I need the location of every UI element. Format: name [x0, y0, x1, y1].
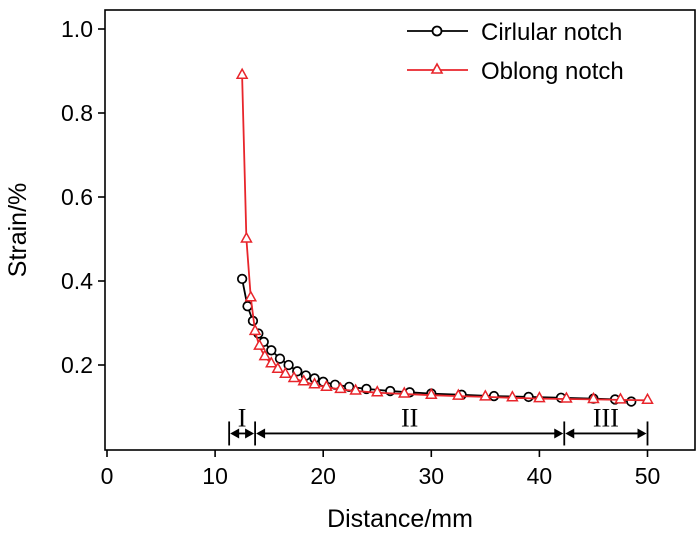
- region-annotations: I II III: [228, 403, 649, 446]
- data-point: [279, 366, 292, 378]
- y-axis-ticks: 0.2 0.4 0.6 0.8 1.0: [61, 16, 105, 378]
- data-point: [274, 353, 286, 364]
- data-point: [308, 377, 321, 389]
- data-point: [265, 356, 278, 368]
- data-point: [235, 67, 249, 79]
- data-point: [488, 390, 500, 402]
- data-point: [236, 273, 248, 285]
- legend-marker-circle-icon: [431, 25, 443, 37]
- x-tick-label: 0: [101, 463, 114, 489]
- data-point: [479, 389, 492, 401]
- data-point: [334, 381, 347, 394]
- data-point: [349, 383, 362, 395]
- data-point: [242, 301, 253, 312]
- y-tick-label: 0.2: [61, 352, 93, 378]
- series-layer: [235, 67, 654, 407]
- x-axis-ticks: 0 10 20 30 40 50: [101, 450, 661, 489]
- data-point: [248, 323, 262, 336]
- y-tick-label: 0.6: [61, 184, 93, 210]
- series-circular-notch: [236, 273, 637, 407]
- legend-label-circular: Cirlular notch: [481, 19, 622, 46]
- region-label: III: [593, 403, 619, 432]
- y-tick-label: 1.0: [61, 16, 93, 42]
- data-point: [506, 390, 519, 402]
- legend-marker-triangle-icon: [430, 62, 444, 74]
- data-point: [398, 386, 411, 398]
- data-point: [370, 385, 384, 397]
- legend-label-oblong: Oblong notch: [481, 58, 624, 85]
- arrowhead-right-icon: [637, 428, 647, 439]
- data-point: [297, 374, 311, 386]
- data-point: [266, 345, 277, 356]
- data-point: [425, 387, 438, 399]
- region-III: III: [565, 403, 647, 439]
- arrowhead-left-icon: [565, 428, 575, 439]
- data-point: [287, 370, 301, 383]
- data-point: [452, 388, 465, 400]
- data-point: [614, 392, 627, 404]
- legend: Cirlular notch Oblong notch: [407, 19, 624, 85]
- region-I: I: [230, 403, 255, 439]
- x-tick-label: 20: [310, 463, 336, 489]
- legend-entry-circular: Cirlular notch: [407, 19, 622, 46]
- data-point: [244, 290, 258, 302]
- data-point: [271, 361, 285, 373]
- region-label: I: [238, 403, 247, 432]
- arrowhead-right-icon: [245, 428, 255, 439]
- series-line: [241, 75, 648, 402]
- data-point: [253, 338, 266, 350]
- x-tick-label: 40: [527, 463, 553, 489]
- arrowhead-left-icon: [256, 428, 266, 439]
- region-label: II: [401, 403, 418, 432]
- data-point: [523, 391, 534, 403]
- data-point: [560, 391, 573, 403]
- arrowhead-left-icon: [230, 428, 240, 439]
- x-tick-label: 10: [202, 463, 228, 489]
- data-point: [283, 359, 294, 371]
- data-point: [258, 349, 272, 361]
- region-II: II: [256, 403, 564, 439]
- y-axis-title: Strain/%: [4, 183, 32, 277]
- data-point: [641, 392, 654, 405]
- plot-frame: [104, 9, 696, 451]
- y-tick-label: 0.8: [61, 100, 93, 126]
- data-point: [240, 231, 253, 243]
- x-tick-label: 50: [635, 463, 661, 489]
- legend-entry-oblong: Oblong notch: [407, 58, 624, 85]
- y-tick-label: 0.4: [61, 268, 93, 294]
- data-point: [626, 396, 637, 407]
- arrowhead-right-icon: [554, 428, 564, 439]
- data-point: [587, 391, 600, 404]
- data-point: [533, 391, 546, 403]
- data-point: [320, 379, 333, 392]
- series-oblong-notch: [235, 67, 654, 405]
- x-tick-label: 30: [419, 463, 445, 489]
- x-axis-title: Distance/mm: [327, 505, 473, 533]
